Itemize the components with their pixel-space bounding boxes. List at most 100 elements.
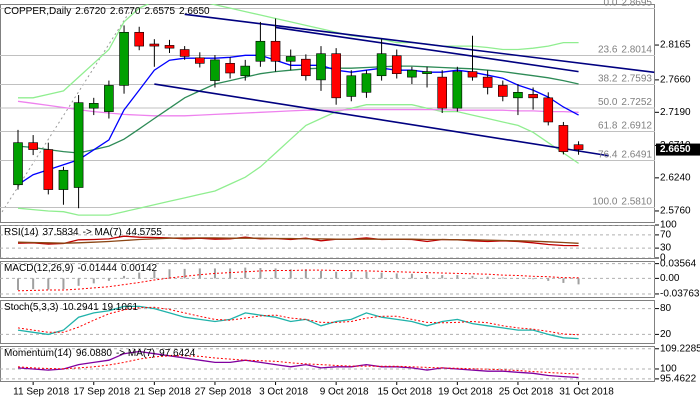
series-line: [17, 237, 579, 244]
candle-body: [270, 40, 281, 62]
panel: [0, 225, 655, 258]
price-marker: [656, 143, 700, 156]
y-tick-label: 2.7190: [660, 107, 691, 118]
panel-frame: [0, 300, 655, 344]
panel-frame: [0, 261, 655, 298]
fib-level-text: 0.0: [604, 0, 618, 8]
histogram-bar: [304, 269, 307, 279]
histogram-bar: [77, 278, 80, 286]
fib-label: 0.0 2.8695: [604, 0, 653, 8]
indicator-value: 37.5834: [42, 227, 79, 238]
x-tick-label: 25 Oct 2018: [499, 387, 554, 398]
candle-body: [497, 85, 508, 97]
histogram-bar: [62, 278, 65, 290]
candle-body: [210, 59, 220, 81]
candle-body: [43, 149, 54, 190]
histogram-bar: [320, 270, 322, 279]
candle-body: [104, 85, 114, 112]
price-marker-label: 2.6650: [660, 144, 691, 155]
fib-label: 23.6 2.8014: [598, 44, 652, 55]
indicator-title: RSI(14) 37.5834 -> MA(7) 44.5755: [4, 227, 162, 238]
series-line: [17, 305, 579, 340]
histogram-bar: [32, 278, 35, 290]
indicator-name: -> MA(7): [83, 227, 122, 238]
histogram-bar: [17, 278, 19, 290]
histogram-bar: [350, 272, 353, 279]
candle-body: [437, 76, 448, 109]
x-tick-label: 27 Sep 2018: [195, 387, 252, 398]
y-tick-label: 95.4622: [660, 374, 697, 385]
panel: [0, 348, 655, 380]
trendline: [154, 83, 609, 157]
fib-level-text: 38.2: [598, 73, 618, 84]
histogram-bar: [441, 275, 444, 279]
indicator-value: 10.2941: [62, 302, 99, 313]
x-tick-label: 19 Oct 2018: [438, 387, 493, 398]
indicator-value: -0.01444: [77, 263, 117, 274]
candle-body: [422, 71, 432, 74]
series-line: [17, 269, 579, 292]
candle-body: [467, 71, 478, 78]
x-tick-label: 9 Oct 2018: [320, 387, 369, 398]
histogram-bar: [259, 268, 262, 279]
panel: [0, 4, 655, 216]
indicator-name: -> MA(7): [116, 348, 155, 359]
candle-body: [573, 144, 584, 150]
candle-body: [58, 169, 69, 190]
candle-body: [73, 102, 84, 188]
y-tick-label: 0.00: [660, 273, 680, 284]
candle-body: [149, 43, 160, 47]
histogram-bar: [229, 268, 232, 279]
y-tick-label: 80: [660, 303, 672, 314]
candle-body: [543, 97, 554, 123]
fib-label: 100.0 2.5810: [592, 196, 652, 207]
fib-label: 76.4 2.6491: [598, 149, 652, 160]
series-line: [17, 65, 579, 154]
y-tick-label: 70: [660, 230, 672, 241]
fib-label: 61.8 2.6912: [598, 120, 652, 131]
panel: [0, 305, 655, 340]
fib-diagonal: [1, 7, 133, 213]
candle-body: [346, 75, 357, 97]
series-line: [17, 350, 579, 379]
histogram-bar: [547, 278, 550, 281]
histogram-bar: [289, 269, 292, 279]
histogram-bar: [138, 272, 141, 279]
histogram-bar: [274, 268, 277, 279]
trendline: [184, 13, 655, 74]
x-tick-label: 15 Oct 2018: [378, 387, 433, 398]
fib-value-text: 2.6491: [621, 149, 652, 160]
candle-body: [179, 49, 190, 57]
series-line: [17, 104, 579, 216]
panel-frame: [0, 346, 655, 382]
title-value: 2.6575: [144, 6, 175, 17]
y-tick-label: 100: [660, 364, 677, 375]
indicator-name: Stoch(5,3,3): [4, 302, 58, 313]
histogram-bar: [244, 267, 247, 279]
trendline: [275, 26, 579, 73]
histogram-bar: [198, 268, 201, 279]
indicator-value: 0.00142: [121, 263, 158, 274]
fib-label: 38.2 2.7593: [598, 73, 652, 84]
fib-value-text: 2.5810: [621, 196, 652, 207]
candle-body: [391, 55, 402, 74]
histogram-bar: [183, 268, 186, 279]
series-line: [18, 4, 579, 99]
histogram-bar: [395, 273, 398, 279]
histogram-bar: [562, 278, 565, 283]
candle-body: [13, 142, 23, 186]
series-line: [17, 54, 579, 186]
indicator-title: MACD(12,26,9) -0.01444 0.00142: [4, 263, 158, 274]
candle-body: [331, 53, 341, 99]
histogram-bar: [456, 275, 459, 279]
candle-body: [88, 103, 99, 109]
histogram-bar: [123, 275, 126, 279]
histogram-bar: [532, 278, 535, 280]
candle-body: [28, 142, 38, 150]
indicator-name: MACD(12,26,9): [4, 263, 73, 274]
candle-body: [195, 57, 205, 64]
y-tick-label: 109.2285: [660, 343, 700, 354]
candle-body: [285, 56, 296, 62]
